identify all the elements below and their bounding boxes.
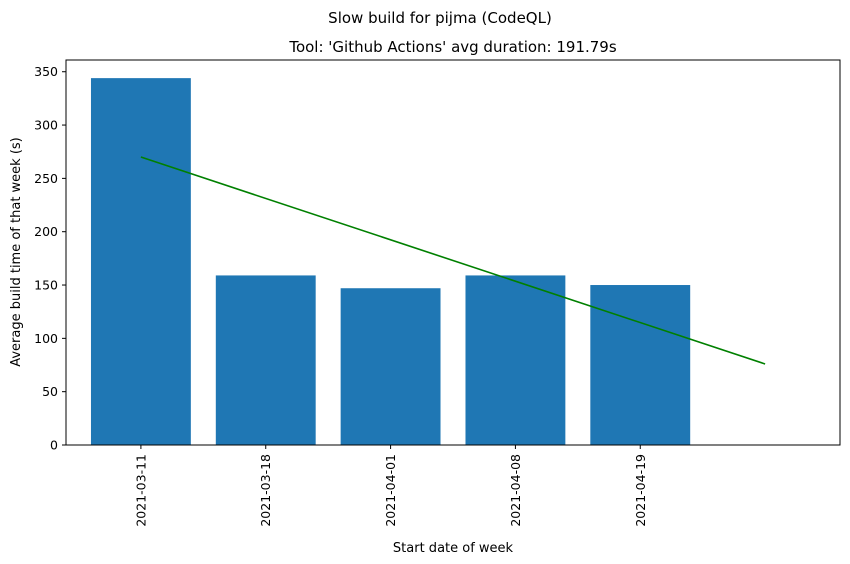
y-tick-label-50: 50 [42,384,58,399]
y-axis: 0 50 100 150 200 250 300 350 [34,64,66,453]
y-tick-label-150: 150 [34,278,58,293]
x-axis-label: Start date of week [393,541,514,556]
y-tick-label-200: 200 [34,224,58,239]
bar-2021-04-19 [590,285,691,445]
plot-frame [65,59,841,446]
chart-suptitle: Slow build for pijma (CodeQL) [328,9,552,27]
bar-2021-03-18 [215,275,316,445]
x-tick-label-2021-04-08: 2021-04-08 [508,454,523,527]
chart-title: Tool: 'Github Actions' avg duration: 191… [288,38,617,56]
x-tick-label-2021-03-18: 2021-03-18 [258,454,273,527]
y-tick-label-250: 250 [34,171,58,186]
x-tick-label-2021-04-01: 2021-04-01 [383,454,398,527]
bar-2021-03-11 [90,78,191,446]
bar-2021-04-08 [465,275,566,445]
x-tick-label-2021-03-11: 2021-03-11 [133,454,148,527]
y-tick-label-350: 350 [34,64,58,79]
bars-group [90,78,691,446]
trend-line [140,156,766,365]
y-tick-label-0: 0 [50,438,58,453]
x-tick-label-2021-04-19: 2021-04-19 [633,454,648,527]
x-axis: 2021-03-11 2021-03-18 2021-04-01 2021-04-08… [133,445,648,527]
y-axis-label: Average build time of that week (s) [9,137,24,367]
bar-2021-04-01 [340,288,441,445]
y-tick-label-100: 100 [34,331,58,346]
trend-group [140,156,766,365]
y-tick-label-300: 300 [34,118,58,133]
